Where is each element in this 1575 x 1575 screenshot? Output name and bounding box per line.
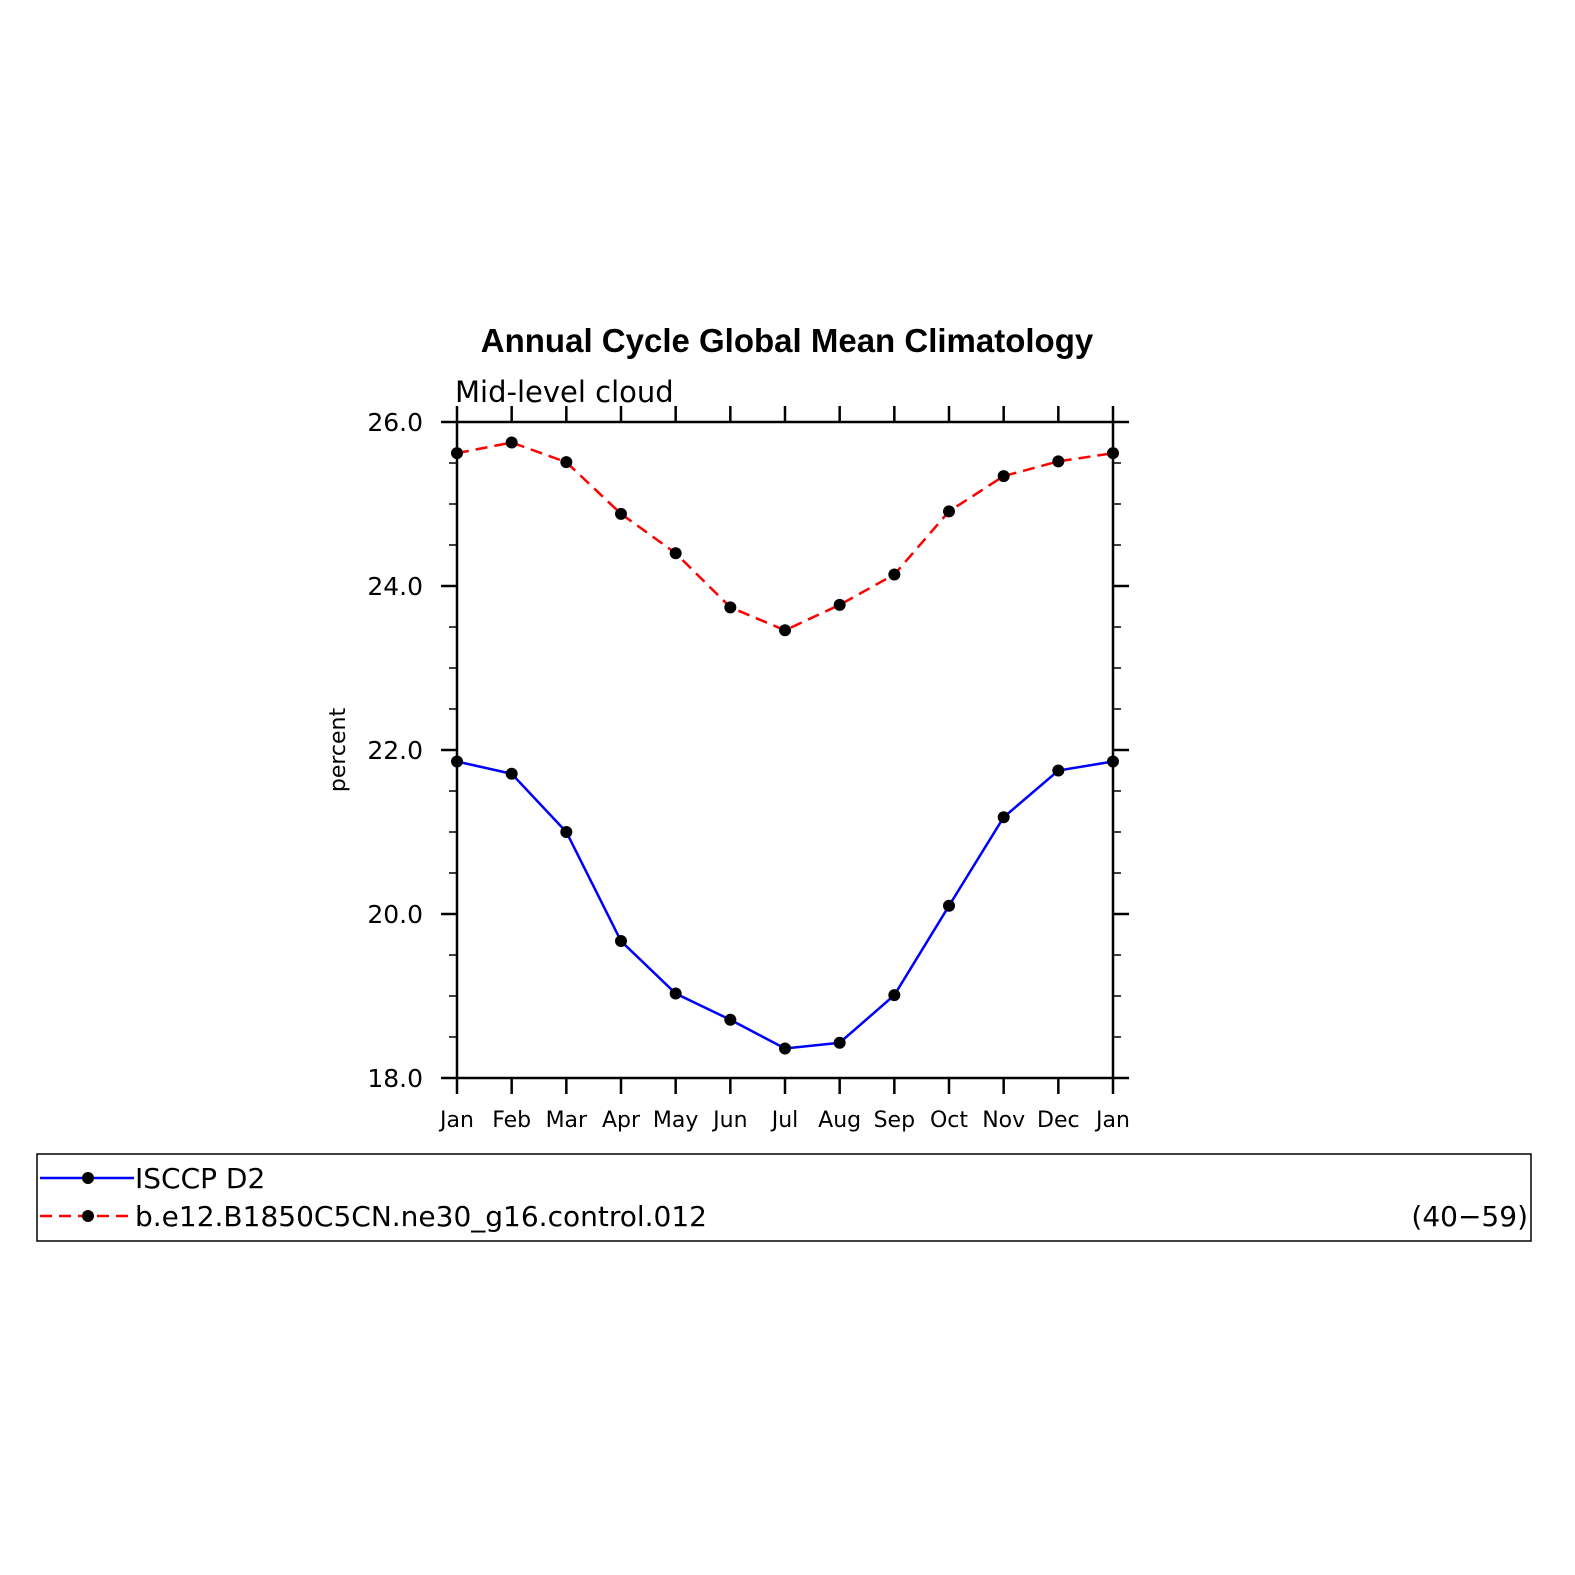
- axis-ticks: [441, 406, 1129, 1094]
- data-point: [1052, 455, 1065, 468]
- legend-label: ISCCP D2: [135, 1162, 265, 1195]
- series-line-2: [456, 441, 1114, 632]
- data-point: [451, 447, 463, 460]
- data-point: [997, 470, 1010, 483]
- legend: ISCCP D2 b.e12.B1850C5CN.ne30_g16.control…: [40, 1162, 707, 1233]
- x-tick-label: Jan: [438, 1108, 474, 1133]
- plot-frame: [455, 420, 1115, 1080]
- y-tick-label: 26.0: [367, 408, 423, 437]
- data-point: [779, 1042, 791, 1055]
- x-tick-label: Apr: [602, 1108, 641, 1133]
- y-axis-label: percent: [326, 707, 351, 792]
- data-point: [669, 987, 682, 1000]
- data-point: [615, 935, 627, 948]
- data-point: [505, 436, 518, 449]
- x-tick-label: Jan: [1094, 1108, 1130, 1133]
- series-markers: [451, 436, 1119, 1055]
- legend-box: [36, 1153, 1532, 1242]
- data-point: [943, 505, 955, 518]
- data-point: [724, 1013, 737, 1026]
- chart-subtitle: Mid-level cloud: [455, 375, 674, 409]
- y-tick-label: 18.0: [367, 1064, 423, 1093]
- data-point: [615, 507, 627, 520]
- x-tick-label: Jul: [770, 1108, 799, 1133]
- x-tick-label: Aug: [818, 1108, 861, 1133]
- data-point: [833, 1036, 846, 1049]
- x-tick-label: Mar: [546, 1108, 588, 1133]
- chart-title: Annual Cycle Global Mean Climatology: [481, 322, 1094, 359]
- data-point: [560, 456, 573, 469]
- data-point: [669, 547, 682, 560]
- data-point: [779, 624, 791, 637]
- x-tick-label: Nov: [982, 1108, 1025, 1133]
- legend-swatch-marker: [82, 1210, 94, 1222]
- data-point: [888, 568, 901, 581]
- x-tick-label: Oct: [930, 1108, 968, 1133]
- legend-swatch-marker: [82, 1172, 94, 1184]
- legend-note: (40−59): [1411, 1200, 1528, 1233]
- series-line-1: [456, 760, 1114, 1050]
- legend-label: b.e12.B1850C5CN.ne30_g16.control.012: [135, 1200, 707, 1233]
- data-point: [505, 767, 518, 780]
- data-point: [888, 989, 901, 1002]
- data-point: [943, 899, 955, 912]
- x-tick-label: Dec: [1037, 1108, 1080, 1133]
- data-point: [833, 598, 846, 611]
- y-tick-labels: 18.0 20.0 22.0 24.0 26.0: [367, 408, 423, 1093]
- data-point: [451, 755, 463, 768]
- data-point: [1107, 447, 1119, 460]
- data-point: [1107, 755, 1119, 768]
- data-point: [724, 601, 737, 614]
- data-point: [1052, 764, 1065, 777]
- series-lines: [456, 441, 1114, 1050]
- x-tick-label: Feb: [492, 1108, 531, 1133]
- x-tick-label: Jun: [711, 1108, 747, 1133]
- y-tick-label: 22.0: [367, 736, 423, 765]
- y-tick-label: 20.0: [367, 900, 423, 929]
- x-tick-label: May: [653, 1108, 698, 1133]
- x-tick-label: Sep: [874, 1108, 915, 1133]
- x-tick-labels: Jan Feb Mar Apr May Jun Jul Aug Sep Oct Nov Dec Jan: [438, 1108, 1130, 1133]
- data-point: [560, 826, 573, 838]
- data-point: [997, 811, 1010, 824]
- y-tick-label: 24.0: [367, 572, 423, 601]
